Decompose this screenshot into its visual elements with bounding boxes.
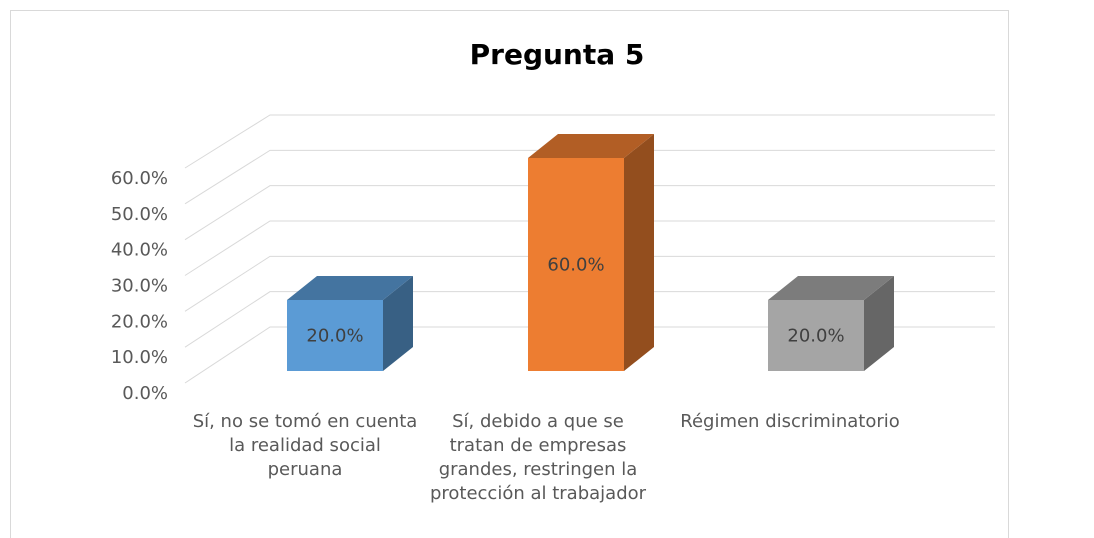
x-tick-label: Régimen discriminatorio [680, 411, 900, 432]
bar-side [383, 276, 413, 371]
grid-line [184, 220, 995, 276]
bar [287, 276, 413, 371]
grid-line [184, 291, 995, 348]
data-label: 60.0% [547, 255, 604, 276]
y-tick-label: 60.0% [111, 168, 168, 189]
x-tick-label: Sí, no se tomó en cuenta la realidad soc… [192, 411, 418, 480]
bar-side [624, 134, 654, 371]
grid-line [184, 255, 995, 312]
grid-line [184, 114, 995, 169]
chart-border [10, 10, 1009, 538]
grid-line [184, 326, 995, 384]
bar [528, 134, 654, 371]
bar-front [287, 300, 383, 371]
y-tick-label: 0.0% [122, 383, 168, 404]
data-label: 20.0% [306, 326, 363, 347]
bar-top [528, 134, 654, 158]
y-tick-label: 40.0% [111, 240, 168, 261]
bar-top [768, 276, 894, 300]
bar-top [287, 276, 413, 300]
bar-front [768, 300, 864, 371]
grid-line [184, 185, 995, 241]
grid-line [184, 149, 995, 205]
bar-front [528, 158, 624, 371]
chart-title: Pregunta 5 [470, 38, 645, 71]
y-tick-label: 10.0% [111, 347, 168, 368]
bar [768, 276, 894, 371]
y-tick-label: 20.0% [111, 311, 168, 332]
y-tick-label: 50.0% [111, 204, 168, 225]
bar-side [864, 276, 894, 371]
y-tick-label: 30.0% [111, 276, 168, 297]
data-label: 20.0% [787, 326, 844, 347]
x-tick-label: Sí, debido a que se tratan de empresas g… [429, 411, 647, 504]
